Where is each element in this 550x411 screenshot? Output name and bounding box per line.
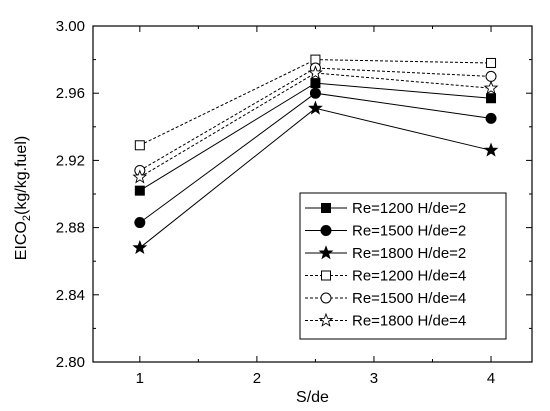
series-4 xyxy=(134,54,497,151)
series-line xyxy=(139,67,492,171)
legend-marker xyxy=(320,225,332,236)
data-point xyxy=(132,239,148,255)
data-point xyxy=(483,142,499,157)
x-tick-label: 4 xyxy=(487,370,495,387)
legend-box xyxy=(299,192,507,340)
legend-entry: Re=1200 H/de=2 xyxy=(305,200,466,217)
legend-entry: Re=1800 H/de=4 xyxy=(305,313,466,330)
legend-entry: Re=1200 H/de=4 xyxy=(305,268,466,285)
series-layer xyxy=(132,54,499,255)
legend-entry: Re=1800 H/de=2 xyxy=(305,245,466,262)
y-tick-label: 2.92 xyxy=(56,152,85,169)
y-axis-label-subscript: 2 xyxy=(21,215,33,221)
legend-marker xyxy=(321,203,331,213)
data-point xyxy=(132,169,148,184)
y-tick-label: 2.88 xyxy=(56,220,85,237)
legend-entry: Re=1500 H/de=2 xyxy=(305,223,466,240)
legend-label: Re=1500 H/de=2 xyxy=(352,223,466,240)
axes: 1 2 3 4 2.80 2.84 2.88 2.92 2.96 3.00 xyxy=(56,18,533,387)
data-point xyxy=(483,80,499,95)
legend-label: Re=1500 H/de=4 xyxy=(352,290,466,307)
y-tick-label: 2.80 xyxy=(56,354,85,371)
data-point xyxy=(134,185,145,196)
legend: Re=1200 H/de=2 Re=1500 H/de=2 Re=1800 H/de… xyxy=(299,192,507,340)
y-tick-label: 3.00 xyxy=(56,18,85,35)
series-line xyxy=(139,72,492,178)
legend-marker xyxy=(321,270,331,281)
data-point xyxy=(134,217,146,229)
legend-marker xyxy=(320,292,332,304)
legend-marker xyxy=(318,245,334,260)
y-axis-label-unit: (kg/kg.fuel) xyxy=(13,136,30,215)
series-1 xyxy=(134,78,497,196)
x-tick-label: 3 xyxy=(370,370,378,387)
legend-entry: Re=1500 H/de=4 xyxy=(305,290,466,307)
x-axis-label: S/de xyxy=(296,389,329,406)
y-axis-label-main: EICO xyxy=(13,221,30,260)
legend-label: Re=1800 H/de=4 xyxy=(352,313,466,330)
y-tick-label: 2.96 xyxy=(56,85,85,102)
data-point xyxy=(486,57,497,68)
data-point xyxy=(308,100,323,115)
series-line xyxy=(139,82,492,192)
data-point xyxy=(309,87,321,99)
legend-label: Re=1200 H/de=2 xyxy=(352,200,466,217)
legend-label: Re=1200 H/de=4 xyxy=(352,268,466,285)
y-axis-label: EICO2(kg/kg.fuel) xyxy=(13,136,33,260)
y-tick-label: 2.84 xyxy=(56,287,85,304)
x-tick-label: 2 xyxy=(253,370,261,387)
legend-label: Re=1800 H/de=2 xyxy=(352,245,466,262)
legend-marker xyxy=(318,312,334,327)
data-point xyxy=(308,65,323,80)
data-point xyxy=(134,140,145,151)
data-point xyxy=(485,112,497,124)
series-5 xyxy=(134,62,497,176)
series-3 xyxy=(132,100,499,255)
data-point xyxy=(310,78,321,89)
data-point xyxy=(485,70,497,82)
data-point xyxy=(486,93,497,104)
series-2 xyxy=(134,87,497,229)
x-tick-label: 1 xyxy=(136,370,144,387)
series-6 xyxy=(132,65,499,184)
